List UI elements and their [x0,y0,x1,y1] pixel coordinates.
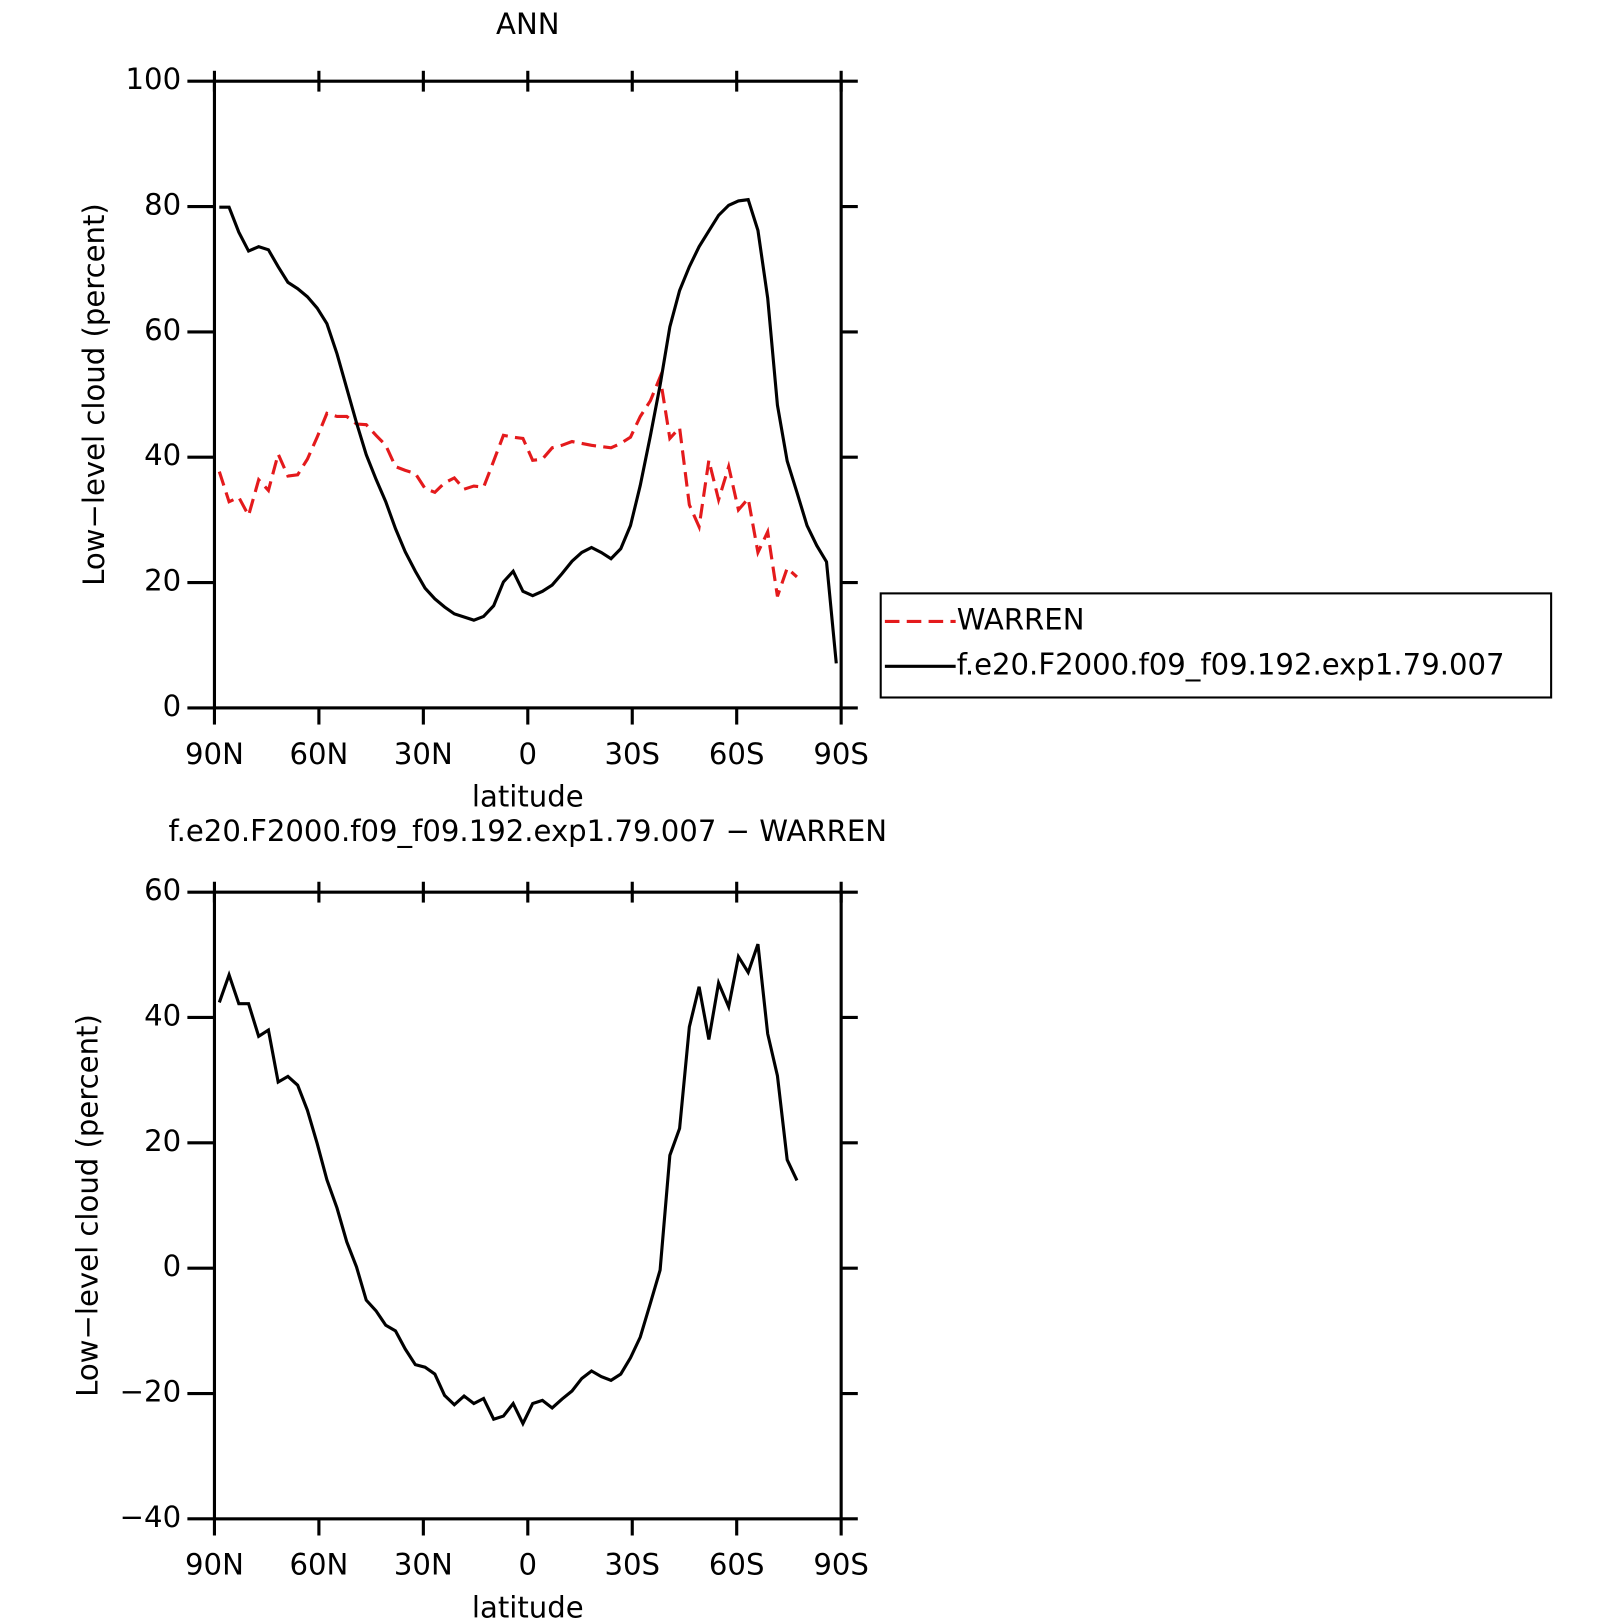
x-tick-label: 90N [185,1548,244,1582]
x-tick-label: 0 [519,1548,538,1582]
x-tick-label: 90S [813,737,869,771]
legend-label: f.e20.F2000.f09_f09.192.exp1.79.007 [957,647,1505,681]
y-tick-label: 100 [126,62,182,96]
y-tick-label: 20 [144,1124,181,1158]
x-tick-label: 30S [604,1548,660,1582]
y-tick-label: −20 [120,1375,181,1409]
x-tick-label: 30N [394,1548,453,1582]
y-axis-label: Low−level cloud (percent) [71,1014,105,1397]
chart-title: ANN [496,7,560,41]
y-axis-label: Low−level cloud (percent) [77,203,111,586]
x-tick-label: 0 [519,737,538,771]
y-tick-label: 40 [144,998,181,1032]
y-tick-label: 20 [144,564,181,598]
x-tick-label: 60N [289,1548,348,1582]
chart-title: f.e20.F2000.f09_f09.192.exp1.79.007 − WA… [168,814,887,848]
legend-box [879,592,1553,699]
x-tick-label: 90S [813,1548,869,1582]
y-tick-label: 0 [163,1249,182,1283]
legend-label: WARREN [957,602,1085,636]
y-tick-label: 60 [144,873,181,907]
y-tick-label: 60 [144,313,181,347]
x-tick-label: 60S [709,737,765,771]
data-line [217,371,798,597]
y-tick-label: −40 [120,1500,181,1534]
x-tick-label: 90N [185,737,244,771]
x-axis-label: latitude [472,779,584,813]
data-line [219,197,838,664]
data-line [217,943,799,1428]
x-tick-label: 30S [604,737,660,771]
x-axis-label: latitude [472,1590,584,1624]
x-tick-label: 60N [289,737,348,771]
y-tick-label: 0 [163,689,182,723]
y-tick-label: 40 [144,438,181,472]
x-tick-label: 60S [709,1548,765,1582]
x-tick-label: 30N [394,737,453,771]
y-tick-label: 80 [144,188,181,222]
